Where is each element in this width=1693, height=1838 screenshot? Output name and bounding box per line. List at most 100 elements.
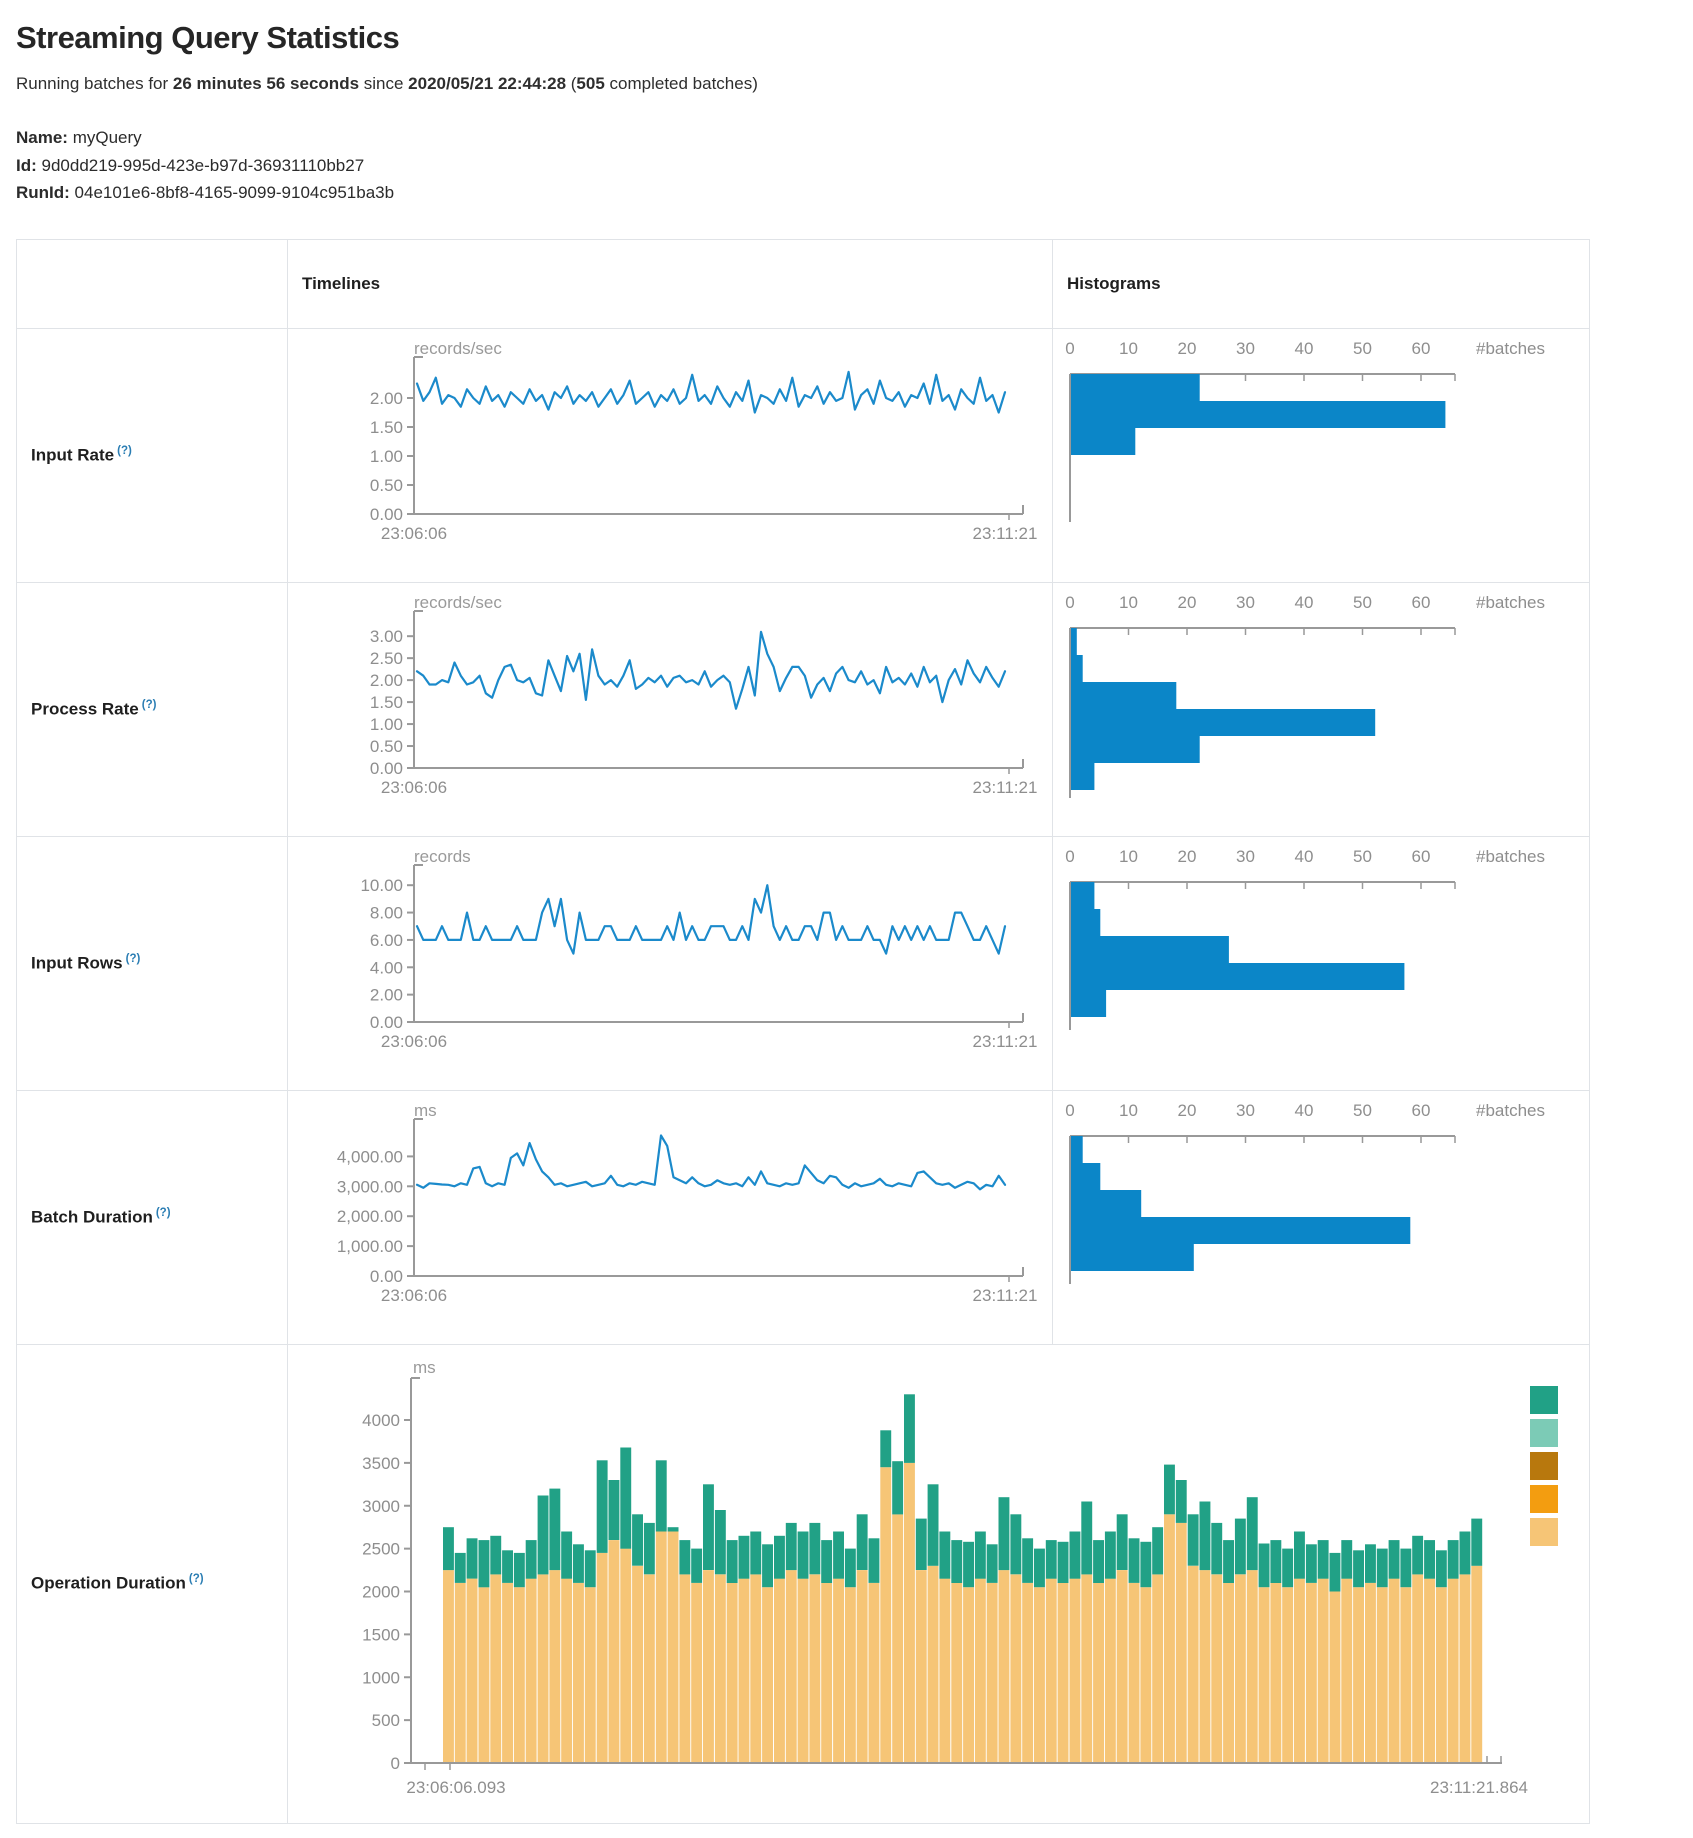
input-rows-row: Input Rows (?) records 0.00 2.00 4.00 6.00 8.0… <box>16 835 1590 1091</box>
metric-label: Process Rate <box>31 699 139 719</box>
id-label: Id: <box>16 155 37 175</box>
svg-text:20: 20 <box>1178 593 1197 612</box>
batch-duration-help-icon[interactable]: (?) <box>155 1206 171 1219</box>
svg-text:0.00: 0.00 <box>370 1013 403 1032</box>
svg-text:60: 60 <box>1412 1101 1431 1120</box>
svg-text:0.50: 0.50 <box>370 476 403 495</box>
legend-swatch <box>1530 1484 1558 1513</box>
input-rows-label-cell: Input Rows (?) <box>16 835 288 1091</box>
input-rate-help-icon[interactable]: (?) <box>117 444 132 457</box>
svg-text:40: 40 <box>1295 339 1314 358</box>
svg-text:20: 20 <box>1178 1101 1197 1120</box>
svg-text:30: 30 <box>1236 847 1255 866</box>
svg-text:3000: 3000 <box>362 1496 400 1515</box>
svg-text:2.00: 2.00 <box>370 389 403 408</box>
svg-text:0.00: 0.00 <box>370 505 403 524</box>
input-rows-help-icon[interactable]: (?) <box>125 952 141 965</box>
svg-text:ms: ms <box>413 1358 436 1377</box>
metric-label: Input Rate <box>31 445 115 465</box>
running-prefix: Running batches for <box>16 74 173 93</box>
svg-text:23:06:06.093: 23:06:06.093 <box>406 1778 505 1797</box>
metric-label: Operation Duration <box>31 1573 186 1593</box>
name-value: myQuery <box>67 128 142 147</box>
svg-text:1500: 1500 <box>362 1625 400 1644</box>
svg-text:50: 50 <box>1353 593 1372 612</box>
svg-text:60: 60 <box>1412 593 1431 612</box>
operation-duration-row: Operation Duration (?) ms 0 500 1000 1500 2000… <box>16 1343 1590 1824</box>
query-runid-line: RunId: 04e101e6-8bf8-4165-9099-9104c951b… <box>16 179 1677 207</box>
timelines-column-header: Timelines <box>287 238 1053 329</box>
svg-text:10: 10 <box>1119 847 1138 866</box>
svg-text:30: 30 <box>1236 339 1255 358</box>
legend-swatch <box>1530 1451 1558 1480</box>
svg-text:23:06:06: 23:06:06 <box>381 778 447 797</box>
svg-text:50: 50 <box>1353 847 1372 866</box>
corner-header-cell <box>16 238 288 329</box>
svg-text:23:06:06: 23:06:06 <box>381 524 447 543</box>
running-duration: 26 minutes 56 seconds <box>172 74 360 93</box>
svg-text:30: 30 <box>1236 1101 1255 1120</box>
input-rate-histogram-chart: 0 10 20 30 40 50 60 #batches <box>1053 329 1589 582</box>
svg-text:0: 0 <box>1065 593 1074 612</box>
svg-text:6.00: 6.00 <box>370 930 403 949</box>
svg-text:1.00: 1.00 <box>370 447 403 466</box>
svg-text:1.00: 1.00 <box>370 715 403 734</box>
svg-text:50: 50 <box>1353 1101 1372 1120</box>
svg-text:2.50: 2.50 <box>370 649 403 668</box>
svg-text:2000: 2000 <box>362 1582 400 1601</box>
svg-text:23:06:06: 23:06:06 <box>381 1032 447 1051</box>
svg-text:1000: 1000 <box>362 1668 400 1687</box>
process-rate-timeline-chart: records/sec 0.00 0.50 1.00 1.50 2.00 2.50 3.00 2… <box>288 583 1052 836</box>
input-rows-histogram-chart: 0 10 20 30 40 50 60 #batches <box>1053 837 1589 1090</box>
histograms-column-header: Histograms <box>1052 238 1590 329</box>
operation-duration-label-cell: Operation Duration (?) <box>16 1343 288 1824</box>
svg-text:3500: 3500 <box>362 1453 400 1472</box>
table-header-row: Timelines Histograms <box>16 238 1590 329</box>
runid-label: RunId: <box>16 183 70 202</box>
svg-text:0.00: 0.00 <box>370 759 403 778</box>
batch-duration-histogram-chart: 0 10 20 30 40 50 60 #batches <box>1053 1091 1589 1344</box>
svg-text:4000: 4000 <box>362 1411 400 1430</box>
svg-text:10: 10 <box>1119 339 1138 358</box>
svg-text:0.00: 0.00 <box>370 1267 403 1286</box>
svg-text:23:11:21.864: 23:11:21.864 <box>1430 1778 1528 1797</box>
running-summary: Running batches for 26 minutes 56 second… <box>16 74 1677 94</box>
svg-text:23:11:21: 23:11:21 <box>973 778 1038 797</box>
svg-text:4.00: 4.00 <box>370 958 403 977</box>
svg-text:#batches: #batches <box>1476 339 1545 358</box>
operation-duration-help-icon[interactable]: (?) <box>188 1573 204 1586</box>
statistics-table: Timelines Histograms Input Rate (?) recor… <box>16 238 1590 1824</box>
svg-text:4,000.00: 4,000.00 <box>337 1147 403 1166</box>
svg-text:8.00: 8.00 <box>370 903 403 922</box>
svg-text:23:11:21: 23:11:21 <box>973 524 1038 543</box>
query-meta: Name: myQuery Id: 9d0dd219-995d-423e-b97… <box>16 124 1677 207</box>
input-rate-row: Input Rate (?) records/sec 0.00 0.50 1.00 1.5… <box>16 327 1590 583</box>
legend-swatch <box>1530 1517 1558 1546</box>
svg-text:60: 60 <box>1412 339 1431 358</box>
page-title: Streaming Query Statistics <box>16 20 400 55</box>
svg-text:3.00: 3.00 <box>370 627 403 646</box>
operation-duration-stacked-chart: ms 0 500 1000 1500 2000 2500 3000 3500 4000 23:06:… <box>288 1345 1589 1823</box>
input-rows-timeline-chart: records 0.00 2.00 4.00 6.00 8.00 10.00 23:06:06… <box>288 837 1052 1090</box>
process-rate-histogram-chart: 0 10 20 30 40 50 60 #batches <box>1053 583 1589 836</box>
svg-text:10: 10 <box>1119 1101 1138 1120</box>
legend-swatch <box>1530 1418 1558 1447</box>
svg-text:10: 10 <box>1119 593 1138 612</box>
id-value: 9d0dd219-995d-423e-b97d-36931110bb27 <box>36 155 365 175</box>
process-rate-help-icon[interactable]: (?) <box>141 698 157 711</box>
svg-text:20: 20 <box>1178 847 1197 866</box>
svg-text:2.00: 2.00 <box>370 671 403 690</box>
svg-text:1,000.00: 1,000.00 <box>337 1237 403 1256</box>
process-rate-row: Process Rate (?) records/sec 0.00 0.50 1.00 1… <box>16 581 1590 837</box>
since-word: since <box>359 74 409 93</box>
legend-swatch <box>1530 1385 1558 1414</box>
svg-text:1.50: 1.50 <box>370 418 403 437</box>
svg-text:#batches: #batches <box>1476 1101 1545 1120</box>
svg-text:30: 30 <box>1236 593 1255 612</box>
svg-text:20: 20 <box>1178 339 1197 358</box>
svg-text:23:06:06: 23:06:06 <box>381 1286 447 1305</box>
svg-text:records/sec: records/sec <box>414 593 502 612</box>
metric-label: Input Rows <box>31 953 123 973</box>
svg-text:records/sec: records/sec <box>414 339 502 358</box>
svg-text:40: 40 <box>1295 1101 1314 1120</box>
